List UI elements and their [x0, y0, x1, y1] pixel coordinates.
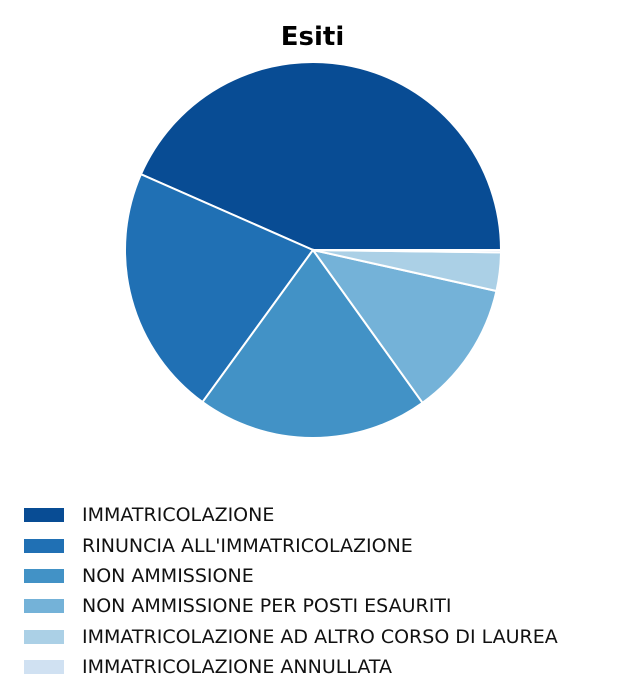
legend-label: IMMATRICOLAZIONE [82, 504, 275, 527]
legend-label: RINUNCIA ALL'IMMATRICOLAZIONE [82, 534, 413, 557]
pie-slice [312, 249, 503, 254]
pie-slice [201, 248, 424, 439]
legend-swatch [24, 568, 64, 583]
legend-label: IMMATRICOLAZIONE AD ALTRO CORSO DI LAURE… [82, 625, 558, 648]
legend-item: RINUNCIA ALL'IMMATRICOLAZIONE [24, 530, 558, 560]
pie-slice [310, 248, 498, 405]
legend-label: NON AMMISSIONE PER POSTI ESAURITI [82, 595, 452, 618]
legend-item: IMMATRICOLAZIONE ANNULLATA [24, 652, 558, 682]
legend-swatch [24, 660, 64, 675]
legend: IMMATRICOLAZIONE RINUNCIA ALL'IMMATRICOLA… [24, 500, 558, 682]
legend-swatch [24, 538, 64, 553]
legend-label: IMMATRICOLAZIONE ANNULLATA [82, 656, 392, 679]
pie-slice [139, 61, 503, 251]
pie-chart [124, 61, 503, 439]
legend-item: IMMATRICOLAZIONE AD ALTRO CORSO DI LAURE… [24, 622, 558, 652]
legend-swatch [24, 599, 64, 614]
legend-label: NON AMMISSIONE [82, 564, 254, 587]
legend-swatch [24, 508, 64, 523]
legend-item: IMMATRICOLAZIONE [24, 500, 558, 530]
legend-item: NON AMMISSIONE PER POSTI ESAURITI [24, 591, 558, 621]
chart-title: Esiti [280, 22, 345, 52]
legend-item: NON AMMISSIONE [24, 561, 558, 591]
legend-swatch [24, 629, 64, 644]
pie-slice [124, 172, 315, 404]
